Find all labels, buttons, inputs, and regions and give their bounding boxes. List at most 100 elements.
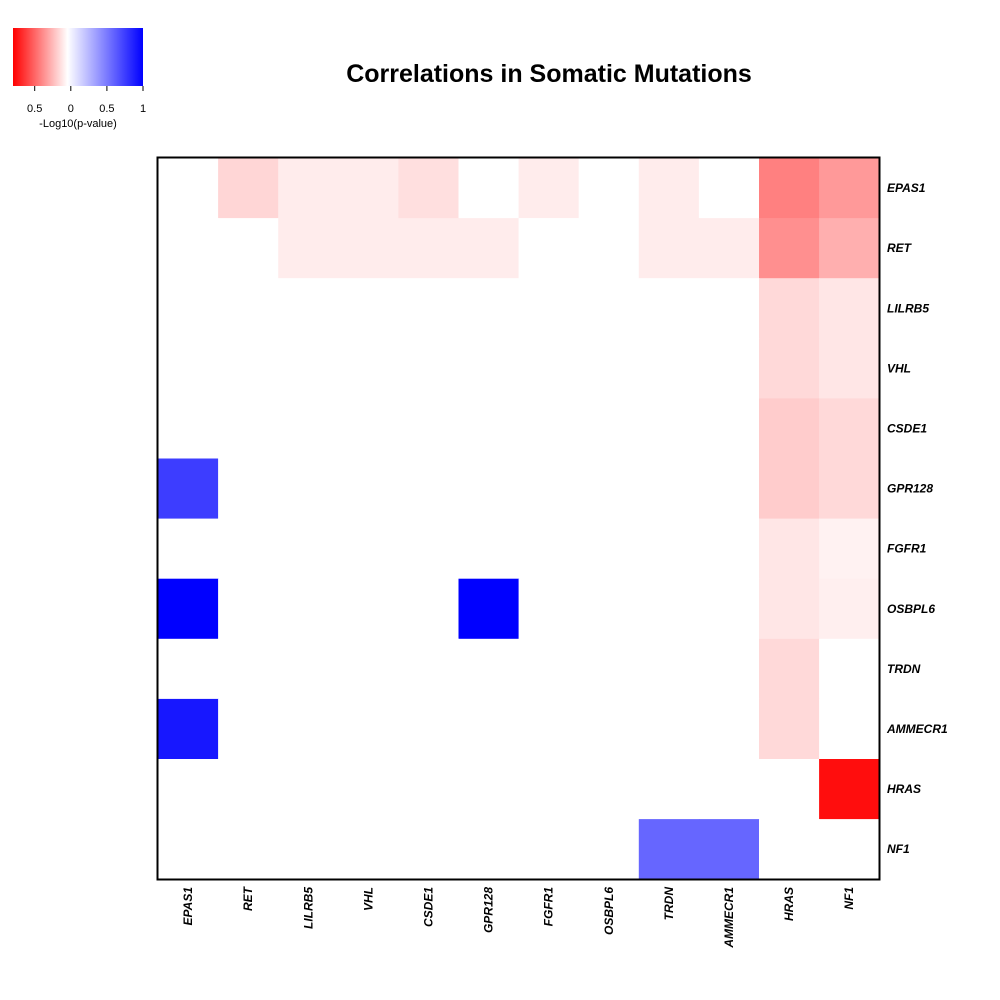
heatmap-cell [819, 518, 880, 580]
heatmap-cell [819, 218, 880, 279]
heatmap-cell [338, 398, 399, 460]
legend-color-bar [13, 28, 143, 86]
column-label: VHL [361, 887, 375, 911]
heatmap-cell [759, 638, 820, 700]
column-label: LILRB5 [301, 887, 315, 929]
heatmap-cell [638, 819, 700, 880]
heatmap-cell [278, 518, 339, 580]
heatmap-cell [278, 638, 339, 700]
heatmap-cell [398, 578, 460, 640]
heatmap-cell [398, 458, 460, 520]
heatmap-cell [398, 218, 460, 279]
heatmap-cell [158, 278, 219, 339]
heatmap-cell [578, 278, 640, 339]
heatmap-cell [338, 518, 399, 580]
heatmap-cell [819, 338, 880, 399]
heatmap-cell [698, 578, 760, 640]
heatmap-cell [578, 158, 640, 219]
heatmap-cell [458, 578, 520, 640]
heatmap-cell [158, 518, 219, 580]
column-label: CSDE1 [421, 887, 435, 927]
heatmap-cell [698, 458, 760, 520]
heatmap-cell [158, 458, 219, 520]
heatmap-cell [759, 338, 820, 399]
heatmap-cell [458, 518, 520, 580]
heatmap-cell [458, 819, 520, 880]
heatmap-cell [518, 578, 580, 640]
row-label: TRDN [887, 662, 921, 676]
heatmap-cell [698, 338, 760, 399]
heatmap-cell [578, 458, 640, 520]
heatmap-cell [578, 698, 640, 760]
heatmap-cell [759, 518, 820, 580]
heatmap-cell [638, 578, 700, 640]
heatmap-cell [158, 819, 219, 880]
column-label: FGFR1 [542, 887, 556, 927]
heatmap-cell [638, 638, 700, 700]
heatmap-cell [759, 819, 820, 880]
heatmap-cell [218, 158, 279, 219]
row-label: LILRB5 [887, 301, 929, 315]
heatmap-cell [819, 458, 880, 520]
row-label: RET [887, 241, 913, 255]
heatmap-cell [819, 638, 880, 700]
heatmap-cell [518, 819, 580, 880]
column-label: TRDN [662, 887, 676, 921]
heatmap-cell [518, 218, 580, 279]
column-labels: EPAS1 RET LILRB5 VHL CSDE1 GPR128 FGFR1 OSBPL6 T… [181, 885, 856, 948]
heatmap-cell [578, 638, 640, 700]
heatmap-cell [458, 338, 520, 399]
heatmap-cell [698, 819, 760, 880]
heatmap-cell [158, 698, 219, 760]
heatmap-cell [218, 458, 279, 520]
heatmap-cell [698, 158, 760, 219]
heatmap-cell [698, 518, 760, 580]
legend-label: -Log10(p-value) [39, 118, 117, 130]
heatmap-cell [338, 819, 399, 880]
heatmap-cell [698, 398, 760, 460]
heatmap-cell [759, 278, 820, 339]
heatmap-cell [278, 819, 339, 880]
heatmap-cell [338, 578, 399, 640]
heatmap-cell [518, 518, 580, 580]
heatmap-cell [638, 698, 700, 760]
heatmap-cell [578, 759, 640, 820]
heatmap-cell [518, 759, 580, 820]
legend-tick-label: 0.5 [99, 103, 114, 115]
legend-tick-label: 0.5 [27, 103, 42, 115]
heatmap-cell [398, 759, 460, 820]
heatmap-cell [819, 278, 880, 339]
heatmap-cell [819, 398, 880, 460]
column-label: RET [241, 885, 255, 911]
heatmap-cell [578, 578, 640, 640]
heatmap-cell [218, 278, 279, 339]
column-label: NF1 [842, 887, 856, 910]
heatmap-cell [398, 338, 460, 399]
heatmap-cell [638, 338, 700, 399]
row-label: EPAS1 [887, 181, 926, 195]
heatmap-cell [458, 398, 520, 460]
heatmap-cell [218, 338, 279, 399]
row-label: CSDE1 [887, 421, 927, 435]
heatmap-cell [759, 698, 820, 760]
heatmap-cell [819, 819, 880, 880]
heatmap-cell [638, 398, 700, 460]
heatmap-cell [398, 518, 460, 580]
row-label: FGFR1 [887, 542, 927, 556]
heatmap-cell [338, 638, 399, 700]
chart-title: Correlations in Somatic Mutations [346, 60, 752, 88]
heatmap-cell [278, 338, 339, 399]
row-label: OSBPL6 [887, 602, 935, 616]
heatmap-cell [278, 759, 339, 820]
heatmap-cell [218, 819, 279, 880]
column-label: AMMECR1 [722, 887, 736, 949]
heatmap-cell [458, 158, 520, 219]
heatmap-cell [759, 218, 820, 279]
legend-tick-label: 1 [140, 103, 146, 115]
row-labels: EPAS1 RET LILRB5 VHL CSDE1 GPR128 FGFR1 OSBPL6 T… [886, 181, 948, 856]
heatmap-cell [158, 759, 219, 820]
heatmap-cell [518, 278, 580, 339]
heatmap-cell [458, 759, 520, 820]
heatmap-cell [218, 398, 279, 460]
heatmap-cell [338, 158, 399, 219]
